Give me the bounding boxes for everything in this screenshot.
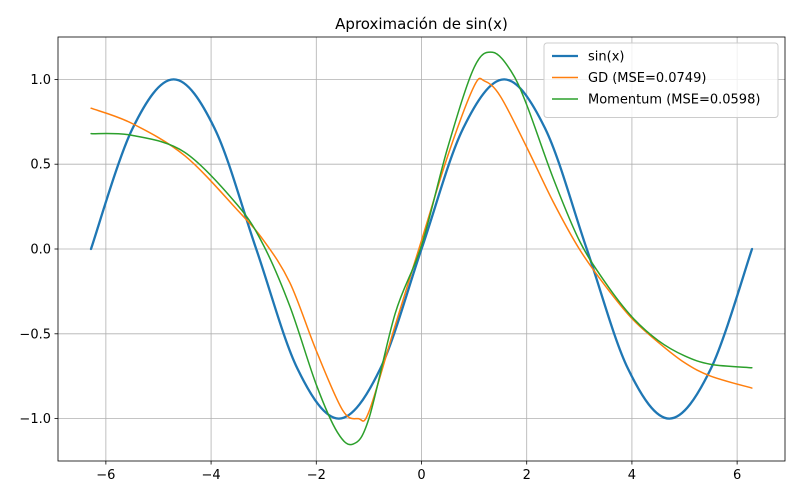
legend-label: sin(x) [588, 50, 624, 65]
x-tick-label: −2 [307, 468, 326, 483]
legend-label: GD (MSE=0.0749) [588, 71, 706, 86]
y-tick-label: −1.0 [19, 412, 51, 427]
x-tick-label: 4 [628, 468, 636, 483]
legend-box [543, 42, 779, 118]
x-tick-label: 6 [733, 468, 741, 483]
series-line-1 [90, 77, 753, 422]
x-tick-label: −6 [96, 468, 115, 483]
chart-title: Aproximación de sin(x) [335, 15, 508, 33]
y-tick-label: 1.0 [30, 73, 51, 88]
legend-label: Momentum (MSE=0.0598) [588, 93, 760, 108]
x-tick-label: 0 [417, 468, 425, 483]
x-tick-label: −4 [201, 468, 220, 483]
legend: sin(x) GD (MSE=0.0749) Momentum (MSE=0.059… [543, 42, 779, 118]
series-layer [89, 51, 754, 446]
series-line-0 [89, 78, 754, 420]
x-tick-label: 2 [523, 468, 531, 483]
y-tick-label: 0.0 [30, 243, 51, 258]
ticks: −6 −4 −2 0 2 4 6 −1.0 −0.5 0.0 0.5 1.0 [19, 73, 741, 483]
y-tick-label: −0.5 [19, 327, 51, 342]
y-tick-label: 0.5 [30, 158, 51, 173]
series-line-2 [90, 51, 753, 446]
